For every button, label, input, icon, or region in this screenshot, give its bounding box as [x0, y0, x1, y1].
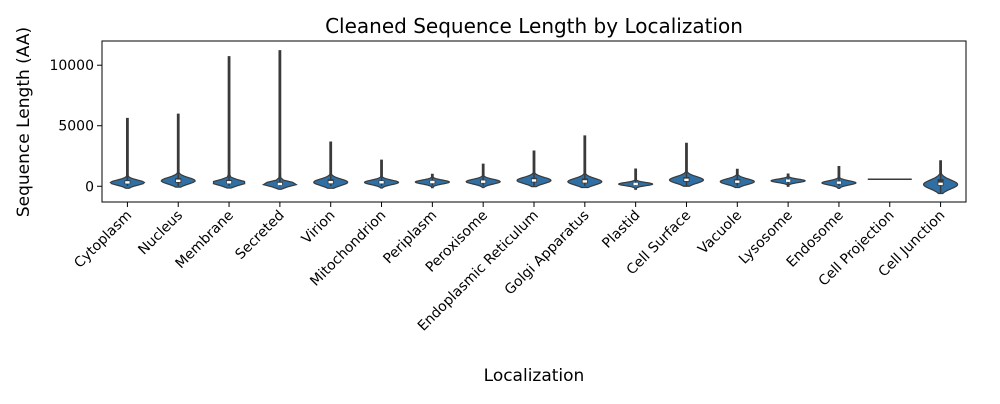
y-tick-label: 10000 [49, 58, 94, 74]
x-tick-label: Nucleus [135, 208, 186, 259]
violin-nucleus [160, 113, 196, 188]
chart-title: Cleaned Sequence Length by Localization [325, 14, 743, 38]
violin-plastid [618, 168, 654, 190]
violin-iqr-box [937, 179, 944, 186]
violin-median [379, 181, 384, 184]
violin-cytoplasm [109, 117, 146, 189]
violin-median [938, 182, 943, 186]
x-tick-label: Cytoplasm [71, 208, 135, 272]
y-axis-label: Sequence Length (AA) [14, 27, 34, 217]
x-tick-label: Secreted [232, 208, 287, 263]
plot-layer [109, 50, 959, 195]
violin-median [430, 180, 435, 184]
violin-median [735, 180, 740, 183]
violin-vacuole [719, 168, 755, 189]
x-tick-label: Virion [299, 208, 339, 248]
x-axis-label: Localization [484, 366, 585, 386]
violin-median [480, 180, 486, 183]
violin-secreted [261, 50, 298, 190]
violin-median [328, 180, 333, 184]
y-tick-label: 0 [85, 179, 94, 195]
violin-median [277, 182, 283, 186]
violin-endosome [821, 166, 857, 190]
violin-peroxisome [465, 163, 501, 189]
violin-median [684, 178, 689, 182]
x-tick-label: Golgi Apparatus [502, 208, 593, 299]
y-tick-label: 5000 [58, 119, 94, 135]
violin-periplasm [414, 173, 450, 189]
violin-cell-junction [922, 160, 959, 195]
violin-endoplasmic-reticulum [516, 150, 552, 188]
violin-median [176, 179, 181, 183]
x-tick-label: Plastid [599, 208, 643, 252]
violin-median [125, 181, 130, 184]
violin-median [785, 179, 791, 182]
violin-median [531, 179, 537, 182]
violin-median [226, 181, 232, 184]
violin-virion [313, 141, 349, 189]
x-tick-label: Vacuole [695, 208, 745, 258]
violin-golgi-apparatus [567, 135, 603, 189]
violin-lysosome [770, 173, 806, 187]
violin-cell-surface [668, 142, 705, 187]
violin-median [582, 180, 588, 183]
violin-mitochondrion [363, 159, 400, 189]
violin-median [633, 182, 638, 186]
violin-membrane [212, 56, 246, 189]
y-axis-ticks: 0 5000 10000 [49, 58, 102, 195]
violin-median [836, 181, 842, 184]
